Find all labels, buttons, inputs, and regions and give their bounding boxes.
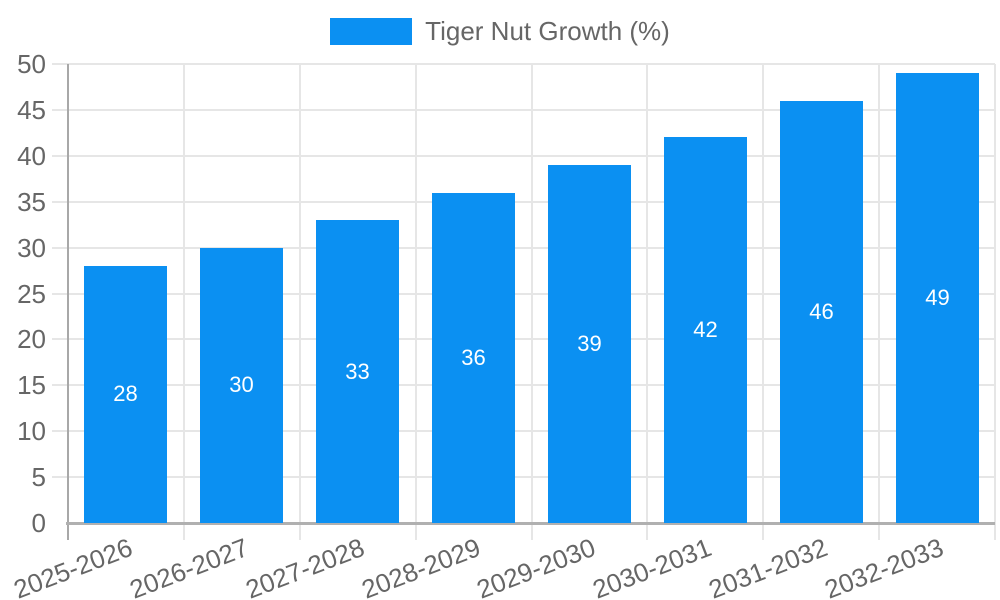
y-axis-tick-label: 15 — [17, 370, 46, 401]
gridline-horizontal — [52, 430, 995, 433]
y-axis-tick-label: 10 — [17, 416, 46, 447]
gridline-horizontal — [52, 476, 995, 479]
gridline-vertical — [414, 64, 417, 540]
bar[interactable] — [548, 164, 631, 523]
gridline-horizontal — [52, 200, 995, 203]
bar[interactable] — [84, 265, 167, 523]
legend-label[interactable]: Tiger Nut Growth (%) — [425, 15, 670, 46]
bar[interactable] — [316, 220, 399, 523]
y-axis-tick-label: 25 — [17, 278, 46, 309]
legend-swatch[interactable] — [330, 17, 413, 45]
gridline-vertical — [878, 64, 881, 540]
bar-value-label: 42 — [693, 317, 718, 342]
legend[interactable]: Tiger Nut Growth (%) — [0, 16, 1000, 46]
y-axis-tick-label: 20 — [17, 324, 46, 355]
gridline-horizontal — [52, 338, 995, 341]
bar[interactable] — [432, 192, 515, 523]
x-axis-line — [66, 522, 995, 525]
gridline-horizontal — [52, 246, 995, 249]
bar[interactable] — [896, 73, 979, 523]
bar-value-label: 36 — [461, 345, 486, 370]
bar-value-label: 30 — [229, 372, 254, 397]
gridline-vertical — [298, 64, 301, 540]
bar-value-label: 28 — [113, 381, 138, 406]
bar[interactable] — [664, 137, 747, 523]
gridline-horizontal — [52, 154, 995, 157]
gridline-horizontal — [52, 63, 995, 65]
y-axis-line — [67, 64, 69, 540]
y-axis-tick-label: 50 — [17, 49, 46, 79]
bar[interactable] — [780, 100, 863, 523]
gridline-vertical — [530, 64, 533, 540]
gridline-horizontal — [52, 108, 995, 111]
y-axis-tick-label: 45 — [17, 94, 46, 125]
gridline-vertical — [182, 64, 185, 540]
y-axis-tick-label: 0 — [31, 508, 46, 538]
bar-value-label: 39 — [577, 331, 602, 356]
y-axis-tick-label: 40 — [17, 140, 46, 171]
bar[interactable] — [200, 247, 283, 523]
bar-value-label: 33 — [345, 359, 370, 384]
gridline-vertical — [994, 64, 996, 540]
gridline-vertical — [762, 64, 765, 540]
gridline-horizontal — [52, 384, 995, 387]
y-axis-tick-label: 35 — [17, 186, 46, 217]
gridline-horizontal — [52, 292, 995, 295]
y-axis-tick-label: 30 — [17, 232, 46, 263]
bar-value-label: 49 — [925, 285, 950, 310]
bar-value-label: 46 — [809, 299, 834, 324]
gridline-vertical — [646, 64, 649, 540]
y-axis-tick-label: 5 — [31, 462, 46, 493]
